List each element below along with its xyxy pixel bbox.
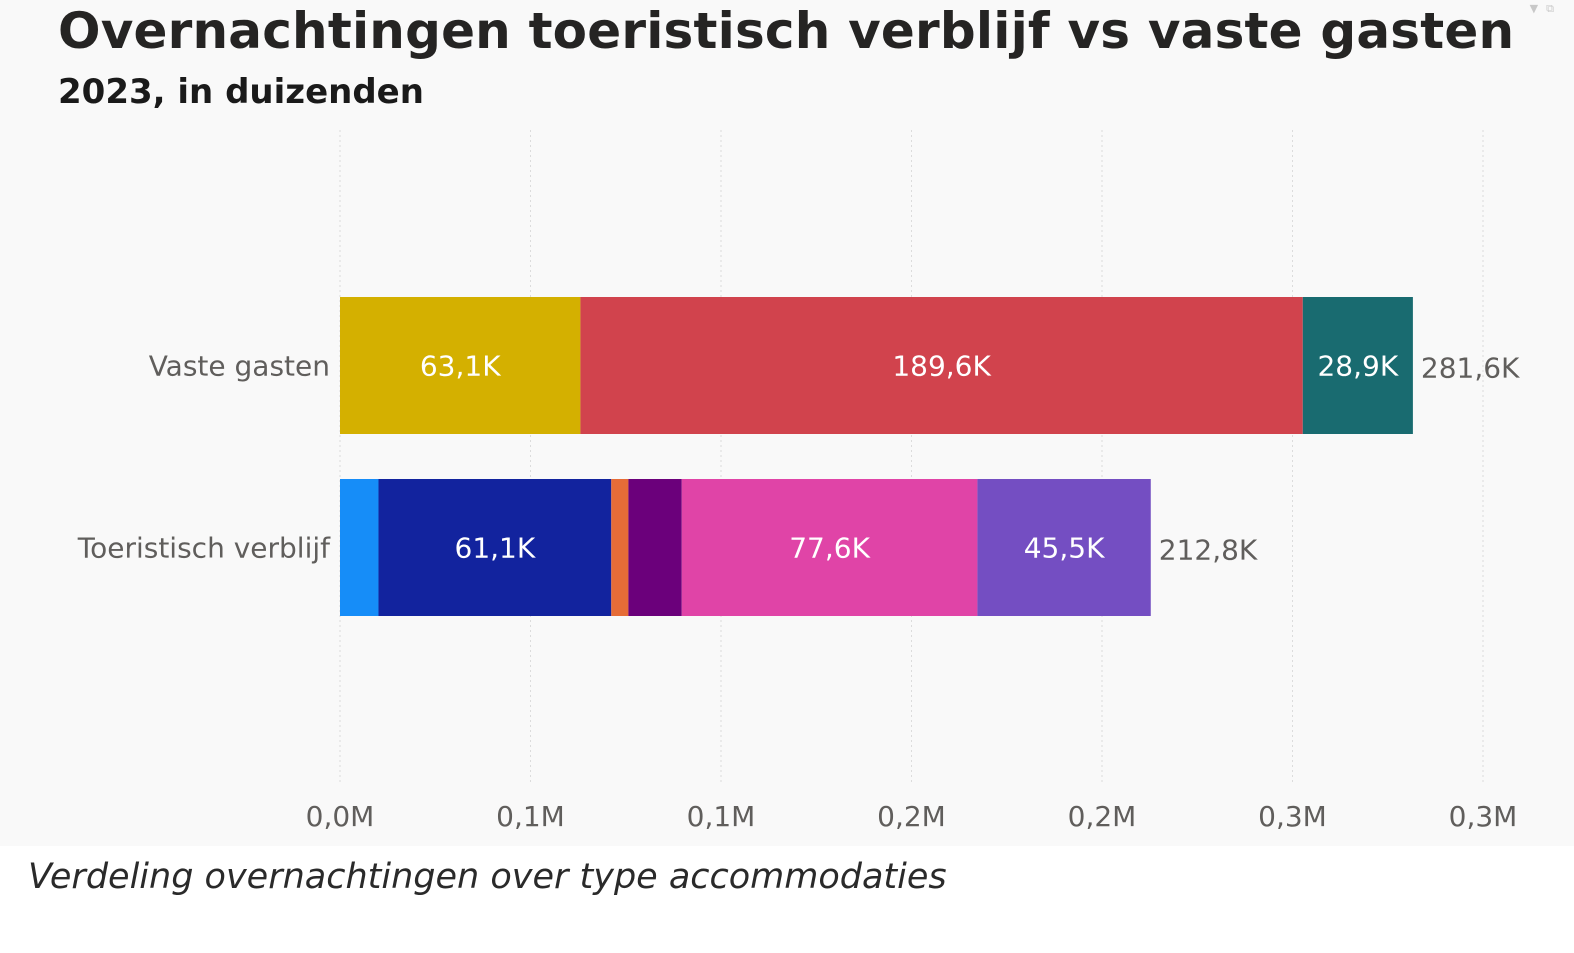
bar-segment[interactable]	[378, 479, 612, 616]
bar-data-label: 77,6K	[789, 532, 870, 565]
category-label: Toeristisch verblijf	[77, 532, 331, 565]
x-tick-label: 0,0M	[306, 800, 375, 833]
y-axis-labels: Vaste gasten Toeristisch verblijf	[77, 350, 331, 565]
bar-segment[interactable]	[580, 297, 1303, 434]
bar-segment[interactable]	[628, 479, 682, 616]
chart-title: Overnachtingen toeristisch verblijf vs v…	[58, 2, 1515, 60]
data-labels: 63,1K 189,6K 28,9K 61,1K 77,6K 45,5K	[420, 350, 1399, 565]
chart-subtitle: 2023, in duizenden	[58, 72, 424, 112]
figure-caption: Verdeling overnachtingen over type accom…	[28, 857, 947, 897]
total-label: 212,8K	[1159, 534, 1258, 567]
x-tick-label: 0,1M	[496, 800, 565, 833]
filter-icon[interactable]: ▼	[1529, 2, 1539, 15]
bar-segment[interactable]	[340, 297, 581, 434]
gridlines	[339, 130, 1484, 785]
bar-segment[interactable]	[681, 479, 978, 616]
bar-segment[interactable]	[611, 479, 629, 616]
chart-panel: Overnachtingen toeristisch verblijf vs v…	[58, 2, 1554, 833]
x-tick-label: 0,3M	[1449, 800, 1518, 833]
category-label: Vaste gasten	[149, 350, 330, 383]
visual-header-icons: ▼ ⧉	[1530, 2, 1554, 16]
total-label: 281,6K	[1421, 352, 1520, 385]
total-labels: 281,6K 212,8K	[1159, 352, 1520, 567]
bars	[340, 297, 1413, 616]
stacked-bar-chart: 63,1K 189,6K 28,9K 61,1K 77,6K 45,5K 281,6K 21…	[77, 130, 1520, 833]
x-tick-label: 0,2M	[1068, 800, 1137, 833]
bar-segment[interactable]	[977, 479, 1151, 616]
bar-data-label: 63,1K	[420, 350, 501, 383]
x-tick-label: 0,1M	[687, 800, 756, 833]
bar-data-label: 45,5K	[1024, 532, 1105, 565]
bar-data-label: 189,6K	[892, 350, 991, 383]
bar-segment[interactable]	[340, 479, 379, 616]
bar-segment[interactable]	[1302, 297, 1413, 434]
focus-mode-icon[interactable]: ⧉	[1546, 2, 1554, 15]
x-axis-labels: 0,0M 0,1M 0,1M 0,2M 0,2M 0,3M 0,3M	[306, 800, 1518, 833]
x-tick-label: 0,3M	[1258, 800, 1327, 833]
bar-data-label: 61,1K	[455, 532, 536, 565]
bar-data-label: 28,9K	[1317, 350, 1398, 383]
x-tick-label: 0,2M	[877, 800, 946, 833]
